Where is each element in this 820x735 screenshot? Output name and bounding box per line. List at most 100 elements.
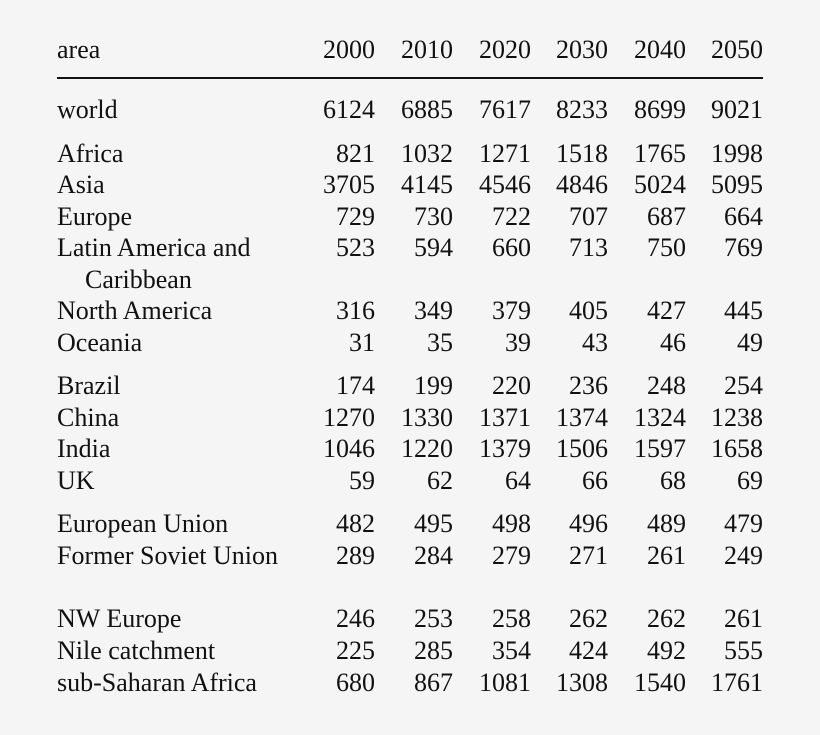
table-row: sub-Saharan Africa 680 867 1081 1308 1540 1761 [57,667,763,699]
area-label: Asia [57,170,105,199]
population-value: 349 [414,296,453,325]
population-value: 7617 [479,95,531,124]
population-value: 427 [647,296,686,325]
column-header-year: 2040 [634,35,686,64]
population-value: 225 [336,636,375,665]
population-value: 1761 [711,668,763,697]
population-value: 354 [492,636,531,665]
population-value: 279 [492,541,531,570]
population-value: 5095 [711,170,763,199]
population-value: 285 [414,636,453,665]
area-label: Oceania [57,328,143,357]
area-label: sub-Saharan Africa [57,668,257,697]
header-rule [57,77,763,79]
area-label: Europe [57,202,133,231]
population-value: 821 [336,139,375,168]
column-header-year: 2030 [556,35,608,64]
population-value: 43 [582,328,608,357]
population-value: 479 [724,509,763,538]
population-value: 1540 [634,668,686,697]
population-value: 405 [569,296,608,325]
population-value: 5024 [634,170,686,199]
population-value: 68 [660,466,686,495]
table-row: Nile catchment 225 285 354 424 492 555 [57,635,763,667]
column-header-year: 2050 [711,35,763,64]
population-value: 236 [569,371,608,400]
table-row: Europe 729 730 722 707 687 664 [57,201,763,233]
population-value: 1324 [634,403,686,432]
population-value: 1765 [634,139,686,168]
population-value: 680 [336,668,375,697]
population-value: 254 [724,371,763,400]
population-value: 220 [492,371,531,400]
population-value: 46 [660,328,686,357]
area-label: India [57,434,111,463]
population-value: 1308 [556,668,608,697]
population-value: 1518 [556,139,608,168]
population-value: 261 [724,604,763,633]
population-value: 1998 [711,139,763,168]
population-value: 4145 [401,170,453,199]
population-value: 35 [427,328,453,357]
population-value: 1220 [401,434,453,463]
population-value: 496 [569,509,608,538]
area-label: Brazil [57,371,121,400]
population-value: 289 [336,541,375,570]
population-value: 246 [336,604,375,633]
population-value: 1330 [401,403,453,432]
population-value: 445 [724,296,763,325]
table-row: Asia 3705 4145 4546 4846 5024 5095 [57,169,763,201]
population-value: 66 [582,466,608,495]
table-row: European Union 482 495 498 496 489 479 [57,508,763,540]
population-value: 6885 [401,95,453,124]
population-value: 62 [427,466,453,495]
population-value: 284 [414,541,453,570]
population-value: 729 [336,202,375,231]
population-value: 31 [349,328,375,357]
population-value: 271 [569,541,608,570]
population-value: 495 [414,509,453,538]
population-value: 1271 [479,139,531,168]
area-label: Former Soviet Union [57,541,278,570]
population-value: 249 [724,541,763,570]
population-value: 750 [647,233,686,262]
population-value: 555 [724,636,763,665]
population-value: 1658 [711,434,763,463]
population-value: 261 [647,541,686,570]
population-value: 253 [414,604,453,633]
area-label: North America [57,296,213,325]
table-row: China 1270 1330 1371 1374 1324 1238 [57,402,763,434]
population-value: 9021 [711,95,763,124]
population-value: 39 [505,328,531,357]
table-row: Africa 821 1032 1271 1518 1765 1998 [57,138,763,170]
population-value: 594 [414,233,453,262]
population-value: 664 [724,202,763,231]
population-value: 867 [414,668,453,697]
area-label: China [57,403,120,432]
table-row: North America 316 349 379 405 427 445 [57,295,763,327]
column-header-year: 2020 [479,35,531,64]
table-row: Former Soviet Union 289 284 279 271 261 249 [57,540,763,572]
population-value: 59 [349,466,375,495]
population-value: 498 [492,509,531,538]
population-value: 262 [647,604,686,633]
population-value: 1374 [556,403,608,432]
table-row: NW Europe 246 253 258 262 262 261 [57,603,763,635]
population-value: 492 [647,636,686,665]
population-value: 1238 [711,403,763,432]
population-value: 730 [414,202,453,231]
table-row: Brazil 174 199 220 236 248 254 [57,370,763,402]
area-label: UK [57,466,95,495]
population-value: 379 [492,296,531,325]
population-value: 262 [569,604,608,633]
population-value: 722 [492,202,531,231]
population-value: 1270 [323,403,375,432]
population-value: 1032 [401,139,453,168]
table-row: Latin America and Caribbean 523 594 660 713 7… [57,232,763,294]
area-label: Nile catchment [57,636,216,665]
population-value: 4546 [479,170,531,199]
population-value: 1046 [323,434,375,463]
table-header-row: area 2000 2010 2020 2030 2040 2050 [57,34,763,66]
population-value: 6124 [323,95,375,124]
population-value: 174 [336,371,375,400]
